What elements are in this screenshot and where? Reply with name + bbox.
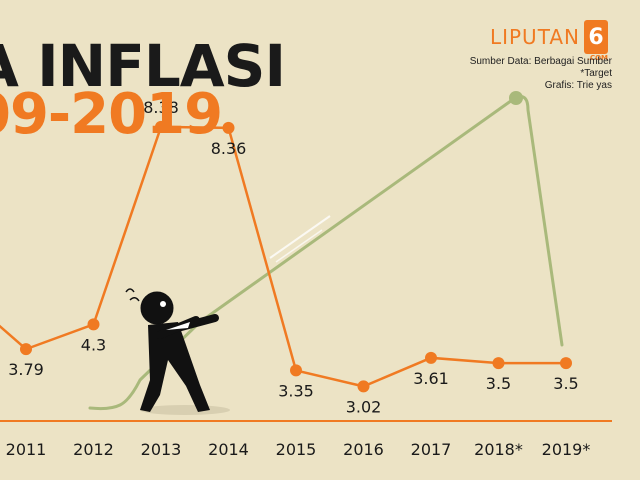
data-label: 8.36 — [211, 139, 247, 158]
data-label: 3.5 — [553, 374, 578, 393]
brand-suffix: .COM — [587, 54, 608, 62]
data-label: 3.02 — [346, 397, 382, 416]
page-title: A INFLASI — [0, 32, 286, 100]
page-subtitle: 09-2019 — [0, 82, 223, 147]
data-point — [87, 318, 100, 331]
data-label: 8.38 — [143, 98, 179, 117]
brand-number: 6 — [588, 24, 604, 50]
data-point — [290, 364, 302, 377]
data-label: 3.61 — [413, 369, 449, 388]
data-label: 3.79 — [8, 360, 44, 379]
x-tick-label: 2016 — [343, 440, 384, 459]
x-tick-label: 2019* — [542, 440, 591, 459]
target-note: *Target — [580, 68, 612, 79]
data-label: 3.35 — [278, 381, 314, 400]
x-tick-label: 2013 — [141, 440, 182, 459]
series-line — [0, 125, 566, 388]
x-tick-label: 2012 — [73, 440, 114, 459]
data-label: 3.5 — [486, 374, 511, 393]
data-point — [357, 380, 370, 393]
x-tick-label: 2014 — [208, 440, 249, 459]
chart-notes: Sumber Data: Berbagai Sumber *Target Gra… — [470, 56, 612, 92]
data-label: 4.3 — [81, 335, 106, 354]
data-point — [155, 120, 167, 133]
brand-logo: LIPUTAN 6 .COM — [489, 20, 608, 62]
rope-illustration — [88, 91, 564, 411]
pulling-figure-icon — [125, 288, 230, 415]
data-point — [425, 351, 437, 364]
data-point — [20, 343, 32, 356]
x-tick-label: 2018* — [474, 440, 523, 459]
x-tick-label: 2017 — [411, 440, 452, 459]
brand-mark: 6 .COM — [584, 20, 608, 62]
data-point — [222, 121, 235, 134]
x-tick-label: 2011 — [6, 440, 47, 459]
credit-note: Grafis: Trie yas — [544, 80, 612, 91]
data-point — [492, 357, 505, 370]
data-point — [560, 357, 572, 370]
source-note: Sumber Data: Berbagai Sumber — [469, 56, 612, 67]
brand-name: LIPUTAN — [489, 25, 580, 49]
x-tick-label: 2015 — [276, 440, 317, 459]
